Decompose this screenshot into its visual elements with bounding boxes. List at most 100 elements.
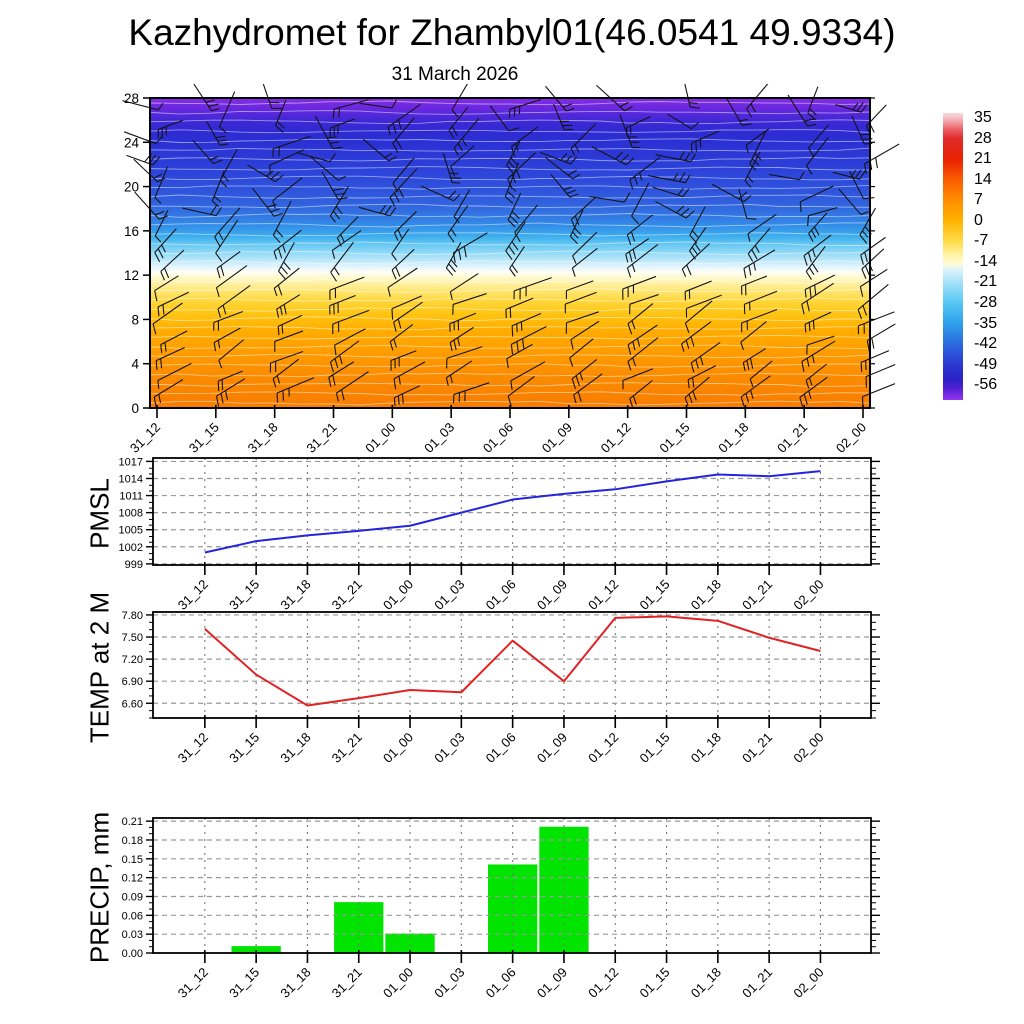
contour-line <box>149 334 871 340</box>
svg-text:31_21: 31_21 <box>303 420 339 456</box>
svg-text:1005: 1005 <box>119 525 143 537</box>
svg-text:01_18: 01_18 <box>688 965 724 1001</box>
colorbar-tick-label: 0 <box>974 211 983 229</box>
contour-line <box>149 372 871 378</box>
temp-at-2-m-series-line <box>204 615 821 707</box>
svg-text:31_18: 31_18 <box>277 965 313 1001</box>
svg-text:6.90: 6.90 <box>122 676 143 688</box>
svg-text:02_00: 02_00 <box>833 420 869 456</box>
colorbar-tick-label: 7 <box>974 191 983 209</box>
colorbar-tick-label: -21 <box>974 273 998 291</box>
heatmap-overlay-svg: 0 4 8 12 16 20 24 28 31_12 31_15 31_18 31_21 01_00 01… <box>122 84 900 456</box>
precip-mm-chart-svg: 0.00 0.03 0.06 0.09 0.12 0.15 0.18 0.21 31_12 31_… <box>122 816 880 1001</box>
svg-text:12: 12 <box>124 268 139 283</box>
colorbar-tick-label: 28 <box>974 129 992 147</box>
svg-text:31_18: 31_18 <box>277 730 313 766</box>
colorbar-tick-label: -49 <box>974 355 998 373</box>
contour-line <box>149 344 871 350</box>
svg-text:0.00: 0.00 <box>122 948 143 960</box>
svg-text:0.18: 0.18 <box>122 835 143 847</box>
svg-text:01_18: 01_18 <box>688 730 724 766</box>
temperature-colorbar <box>943 113 963 400</box>
colorbar-tick-label: 21 <box>974 150 992 168</box>
svg-text:01_21: 01_21 <box>774 420 810 456</box>
contour-line <box>149 297 870 303</box>
svg-text:01_15: 01_15 <box>636 965 672 1001</box>
svg-text:16: 16 <box>124 224 139 239</box>
colorbar-tick-label: -42 <box>974 335 998 353</box>
svg-text:4: 4 <box>131 357 139 372</box>
svg-text:1014: 1014 <box>119 473 143 485</box>
contour-line <box>149 129 871 134</box>
contour-line <box>149 147 871 152</box>
precip-bar <box>231 946 281 953</box>
svg-text:20: 20 <box>124 180 139 195</box>
svg-text:01_06: 01_06 <box>483 965 519 1001</box>
svg-text:31_15: 31_15 <box>226 965 262 1001</box>
svg-text:01_00: 01_00 <box>362 420 398 456</box>
svg-text:1017: 1017 <box>119 456 143 468</box>
svg-text:01_15: 01_15 <box>636 730 672 766</box>
svg-text:01_09: 01_09 <box>534 965 570 1001</box>
svg-text:31_18: 31_18 <box>245 420 281 456</box>
contour-line <box>149 316 870 322</box>
svg-text:1008: 1008 <box>119 508 143 520</box>
svg-text:7.20: 7.20 <box>122 654 143 666</box>
temp-at-2-m-chart-svg: 6.60 6.90 7.20 7.50 7.80 31_12 31_15 31_18 31_21… <box>122 610 880 766</box>
svg-text:31_12: 31_12 <box>175 965 211 1001</box>
svg-text:31_12: 31_12 <box>175 730 211 766</box>
svg-text:01_12: 01_12 <box>585 965 621 1001</box>
pmsl-series-line <box>204 470 821 554</box>
svg-text:6.60: 6.60 <box>122 698 143 710</box>
contour-line <box>149 391 871 396</box>
page-title: Kazhydromet for Zhambyl01(46.0541 49.933… <box>128 12 896 53</box>
contour-line <box>149 269 871 275</box>
svg-text:01_00: 01_00 <box>380 965 416 1001</box>
colorbar-tick-label: -7 <box>974 232 989 250</box>
svg-text:01_12: 01_12 <box>598 420 634 456</box>
svg-text:7.50: 7.50 <box>122 632 143 644</box>
svg-text:0.06: 0.06 <box>122 910 143 922</box>
colorbar-tick-label: -56 <box>974 376 998 394</box>
svg-text:01_03: 01_03 <box>431 965 467 1001</box>
svg-text:01_06: 01_06 <box>483 730 519 766</box>
svg-text:01_03: 01_03 <box>421 420 457 456</box>
svg-text:31_21: 31_21 <box>329 965 365 1001</box>
svg-text:01_21: 01_21 <box>739 965 775 1001</box>
contour-line <box>149 288 871 293</box>
svg-text:01_15: 01_15 <box>656 420 692 456</box>
svg-text:01_18: 01_18 <box>715 420 751 456</box>
svg-text:28: 28 <box>124 91 139 106</box>
svg-text:1002: 1002 <box>119 542 143 554</box>
svg-text:01_06: 01_06 <box>480 420 516 456</box>
contour-line <box>149 203 871 209</box>
contour-line <box>149 232 871 237</box>
svg-text:0.15: 0.15 <box>122 854 143 866</box>
colorbar-tick-label: -14 <box>974 252 998 270</box>
svg-text:0.12: 0.12 <box>122 873 143 885</box>
svg-text:02_00: 02_00 <box>790 730 826 766</box>
svg-text:0.09: 0.09 <box>122 891 143 903</box>
svg-text:02_00: 02_00 <box>790 965 826 1001</box>
svg-text:31_21: 31_21 <box>329 730 365 766</box>
svg-text:01_09: 01_09 <box>534 730 570 766</box>
contour-line <box>149 278 871 284</box>
date-subtitle: 31 March 2026 <box>391 64 519 85</box>
contour-line <box>149 184 871 190</box>
contour-line <box>149 250 871 256</box>
svg-text:0.03: 0.03 <box>122 929 143 941</box>
svg-text:1011: 1011 <box>119 491 143 503</box>
precip-bar <box>385 933 435 953</box>
svg-text:0: 0 <box>131 401 139 416</box>
svg-text:31_15: 31_15 <box>226 730 262 766</box>
contour-line <box>149 138 871 143</box>
contour-line <box>149 382 871 387</box>
svg-text:8: 8 <box>131 312 139 327</box>
svg-text:31_12: 31_12 <box>127 420 163 456</box>
contour-line <box>149 100 871 106</box>
contour-line <box>149 363 871 368</box>
colorbar-tick-label: -35 <box>974 314 998 332</box>
svg-text:24: 24 <box>124 135 140 150</box>
